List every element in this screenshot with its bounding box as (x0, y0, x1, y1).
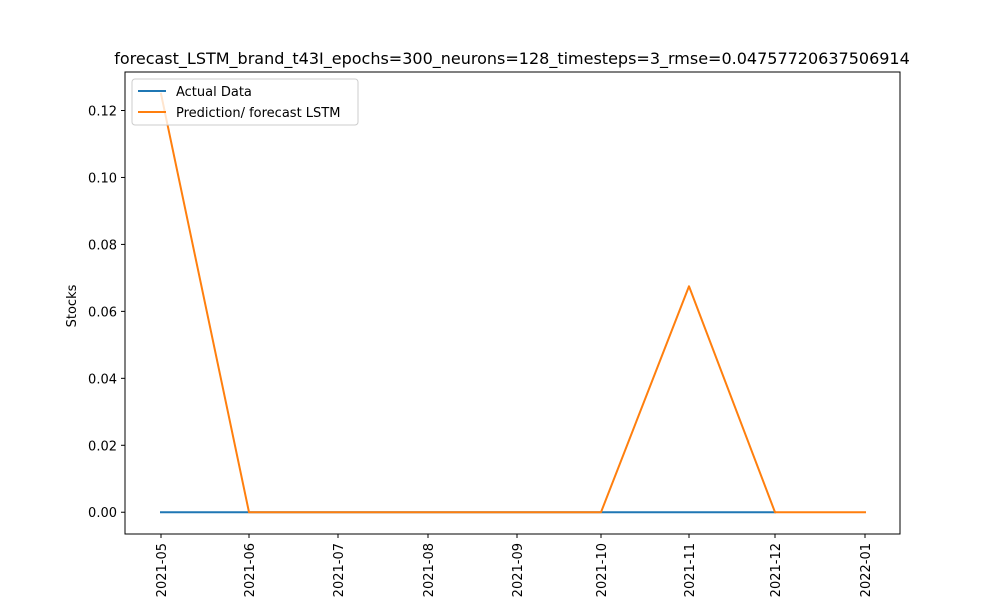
series-line-prediction (159, 92, 866, 514)
y-tick-label: 0.06 (88, 305, 117, 320)
x-tick-label: 2021-11 (683, 543, 698, 597)
y-axis: 0.00 0.02 0.04 0.06 0.08 0.10 0.12 (88, 105, 125, 521)
y-tick-label: 0.00 (88, 506, 117, 521)
legend-label-prediction: Prediction/ forecast LSTM (176, 106, 340, 121)
x-tick-label: 2021-05 (155, 543, 170, 597)
y-axis-label: Stocks (65, 284, 80, 327)
x-tick-label: 2021-10 (595, 543, 610, 597)
legend: Actual Data Prediction/ forecast LSTM (131, 78, 359, 126)
y-tick-label: 0.04 (88, 372, 117, 387)
legend-label-actual: Actual Data (176, 85, 252, 100)
x-axis: 2021-05 2021-06 2021-07 2021-08 2021-09 2021-… (155, 534, 874, 597)
x-tick-label: 2021-09 (511, 543, 526, 597)
x-tick-label: 2021-08 (422, 543, 437, 597)
series-layer (159, 92, 866, 514)
legend-frame (131, 78, 359, 126)
y-tick-label: 0.10 (88, 171, 117, 186)
x-tick-label: 2021-06 (243, 543, 258, 597)
y-tick-label: 0.08 (88, 238, 117, 253)
x-tick-label: 2022-01 (859, 543, 874, 597)
x-tick-label: 2021-07 (332, 543, 347, 597)
chart-title: forecast_LSTM_brand_t43I_epochs=300_neur… (114, 49, 910, 69)
y-tick-label: 0.12 (88, 105, 117, 120)
plot-frame (124, 71, 901, 535)
x-tick-label: 2021-12 (769, 543, 784, 597)
y-tick-label: 0.02 (88, 439, 117, 454)
